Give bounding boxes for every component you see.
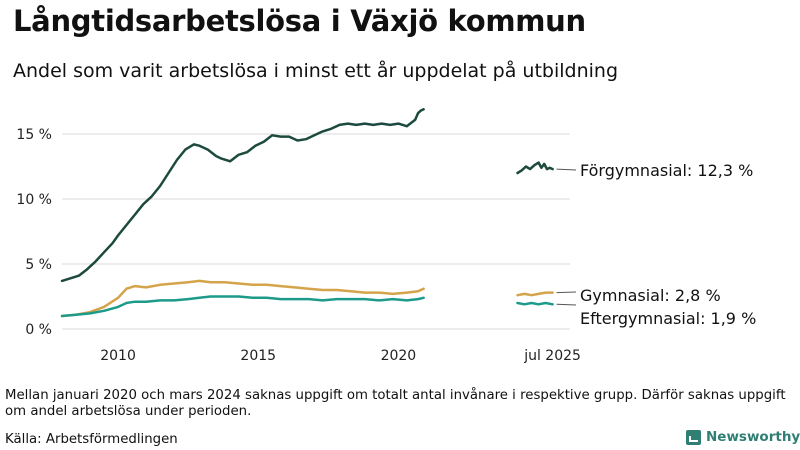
chart-title: Långtidsarbetslösa i Växjö kommun: [13, 4, 586, 38]
label-leader-line: [556, 168, 577, 171]
recent-series-line-gymnasial: [516, 291, 554, 297]
y-tick-label: 5 %: [25, 257, 52, 273]
chart-subtitle: Andel som varit arbetslösa i minst ett å…: [13, 60, 619, 82]
x-tick-label: jul 2025: [523, 348, 581, 364]
label-leader-line: [556, 291, 577, 294]
brand-logo: Newsworthy: [686, 429, 800, 445]
y-tick-label: 15 %: [16, 127, 52, 143]
series-line-förgymnasial: [60, 108, 425, 283]
newsworthy-logo-icon: [686, 429, 701, 445]
y-tick-label: 0 %: [25, 322, 52, 338]
recent-series-line-förgymnasial: [516, 161, 554, 175]
y-tick-label: 10 %: [16, 192, 52, 208]
recent-series-line-eftergymnasial: [516, 301, 554, 306]
x-tick-label: 2015: [240, 348, 276, 364]
x-tick-label: 2020: [381, 348, 417, 364]
label-leader-line: [556, 303, 577, 306]
line-chart: 0 % 5 % 10 % 15 % 2010 2015 2020 jul 2025 Förg…: [16, 108, 756, 364]
series-end-label: Eftergymnasial: 1,9 %: [580, 309, 756, 328]
series-end-label: Gymnasial: 2,8 %: [580, 286, 721, 305]
x-tick-label: 2010: [100, 348, 136, 364]
brand-name: Newsworthy: [706, 429, 800, 445]
series-line-eftergymnasial: [60, 295, 425, 318]
footnote: Mellan januari 2020 och mars 2024 saknas…: [5, 388, 786, 419]
series-line-gymnasial: [60, 279, 425, 318]
source-note: Källa: Arbetsförmedlingen: [5, 432, 178, 447]
series-end-label: Förgymnasial: 12,3 %: [580, 161, 753, 180]
